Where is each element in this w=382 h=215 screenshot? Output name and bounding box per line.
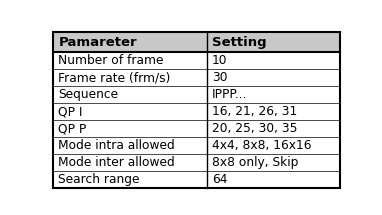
Bar bbox=[53, 69, 340, 86]
Text: Frame rate (frm/s): Frame rate (frm/s) bbox=[58, 71, 171, 84]
Text: 8x8 only, Skip: 8x8 only, Skip bbox=[212, 156, 298, 169]
Text: Sequence: Sequence bbox=[58, 88, 118, 101]
Text: 10: 10 bbox=[212, 54, 228, 67]
Bar bbox=[53, 32, 340, 52]
Text: IPPP...: IPPP... bbox=[212, 88, 248, 101]
Text: 16, 21, 26, 31: 16, 21, 26, 31 bbox=[212, 105, 297, 118]
Bar bbox=[53, 103, 340, 120]
Bar bbox=[53, 171, 340, 188]
Bar bbox=[53, 86, 340, 103]
Text: 30: 30 bbox=[212, 71, 228, 84]
Text: 20, 25, 30, 35: 20, 25, 30, 35 bbox=[212, 122, 298, 135]
Text: Setting: Setting bbox=[212, 36, 267, 49]
Bar bbox=[53, 154, 340, 171]
Text: QP I: QP I bbox=[58, 105, 83, 118]
Text: Mode inter allowed: Mode inter allowed bbox=[58, 156, 175, 169]
Text: 64: 64 bbox=[212, 173, 228, 186]
Text: Number of frame: Number of frame bbox=[58, 54, 164, 67]
Bar bbox=[53, 52, 340, 69]
Bar bbox=[53, 137, 340, 154]
Text: Pamareter: Pamareter bbox=[58, 36, 137, 49]
Text: Search range: Search range bbox=[58, 173, 140, 186]
Text: QP P: QP P bbox=[58, 122, 87, 135]
Text: Mode intra allowed: Mode intra allowed bbox=[58, 139, 175, 152]
Bar bbox=[53, 120, 340, 137]
Text: 4x4, 8x8, 16x16: 4x4, 8x8, 16x16 bbox=[212, 139, 312, 152]
